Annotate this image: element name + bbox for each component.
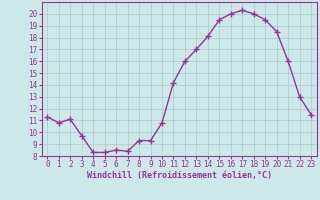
X-axis label: Windchill (Refroidissement éolien,°C): Windchill (Refroidissement éolien,°C) [87,171,272,180]
